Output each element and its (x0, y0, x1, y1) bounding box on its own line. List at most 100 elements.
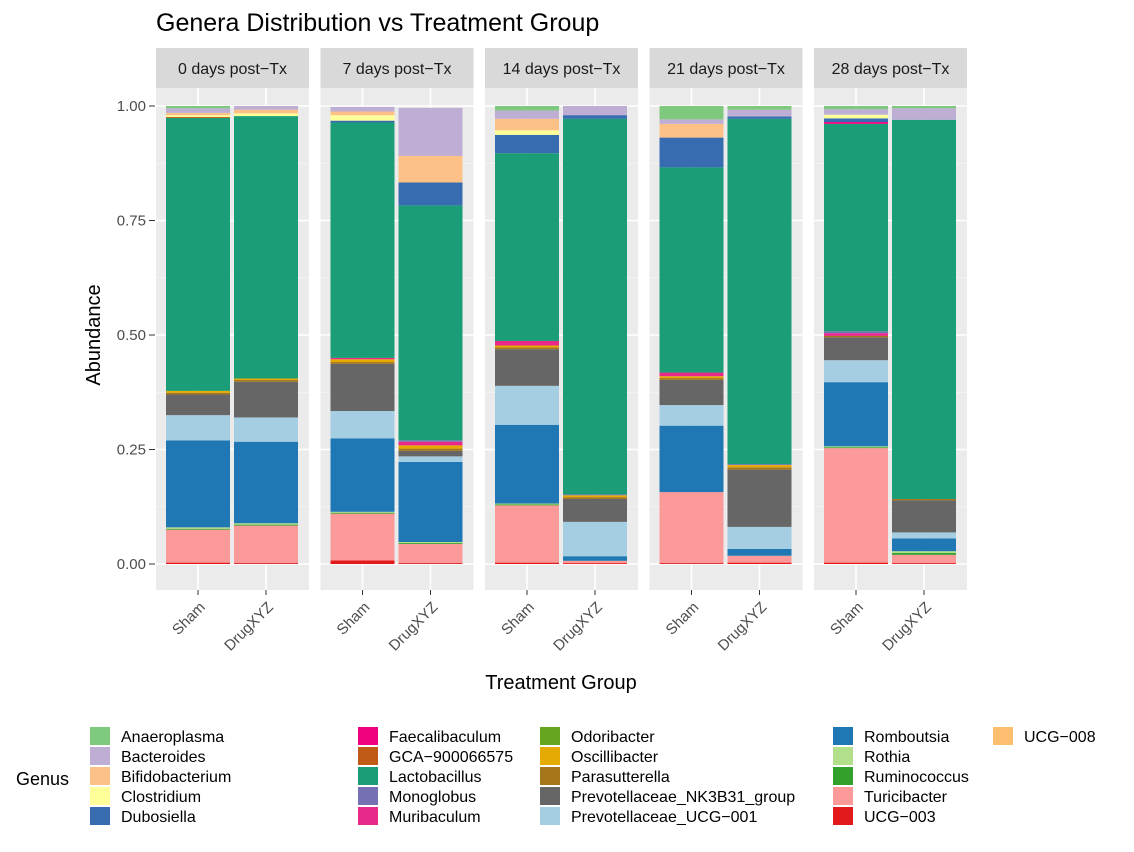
legend-swatch (540, 787, 560, 805)
bar-segment-bacteroides (398, 107, 463, 156)
bar-segment-oscillibacter (330, 359, 395, 363)
legend-swatch (358, 787, 378, 805)
bar-segment-ucg-003 (892, 563, 956, 564)
bar-segment-prevotellaceae-ucg-001 (824, 360, 888, 383)
legend-label: Bacteroides (121, 749, 206, 766)
bar-segment-parasutterella (495, 347, 559, 350)
bar-segment-anaeroplasma (495, 106, 559, 111)
bar-segment-ucg-003 (330, 560, 395, 564)
legend-label: Anaeroplasma (121, 729, 224, 746)
x-tick-label: Sham (334, 599, 374, 639)
legend-label: Romboutsia (864, 729, 949, 746)
legend-swatch (993, 727, 1013, 745)
bar-segment-romboutsia (398, 461, 463, 543)
facet-label: 0 days post−Tx (178, 61, 287, 78)
x-tick-label: DrugXYZ (715, 599, 771, 655)
legend-swatch (540, 747, 560, 765)
legend-label: Rothia (864, 749, 910, 766)
x-tick-label: Sham (169, 599, 209, 639)
x-tick-label: Sham (498, 599, 538, 639)
bar-segment-romboutsia (892, 538, 956, 552)
legend-item: Ruminococcus (833, 767, 969, 786)
legend-swatch (90, 727, 110, 745)
bar-segment-parasutterella (563, 497, 627, 499)
facet-panel: 21 days post−Tx Sham DrugXYZ (649, 48, 803, 655)
bar-segment-lactobacillus (398, 205, 463, 441)
facet-label: 7 days post−Tx (343, 61, 452, 78)
stacked-bar (659, 106, 724, 564)
bar-segment-monoglobus (824, 331, 888, 334)
bar-segment-bifidobacterium (330, 111, 395, 116)
bar-segment-oscillibacter (727, 465, 792, 468)
legend-swatch (358, 807, 378, 825)
bar-segment-prevotellaceae-nk3b31-group (659, 379, 724, 406)
legend-swatch (90, 807, 110, 825)
bar-segment-monoglobus (398, 440, 463, 442)
bar-segment-muribaculum (824, 333, 888, 336)
bar-segment-anaeroplasma (892, 106, 956, 109)
bar-segment-monoglobus (563, 494, 627, 496)
legend-label: Faecalibaculum (389, 729, 501, 746)
bar-segment-anaeroplasma (166, 106, 230, 109)
bar-segment-parasutterella (330, 362, 395, 364)
y-tick-label: 0.25 (117, 442, 146, 459)
legend-item: Muribaculum (358, 807, 481, 826)
bar-segment-dubosiella (495, 134, 559, 154)
bar-segment-romboutsia (234, 441, 298, 524)
bar-segment-lactobacillus (234, 116, 298, 379)
legend-swatch (833, 767, 853, 785)
bar-segment-faecalibaculum (824, 122, 888, 124)
legend-item: Parasutterella (540, 767, 670, 786)
bar-segment-clostridium (824, 114, 888, 119)
bar-segment-bacteroides (892, 108, 956, 120)
legend-title: Genus (16, 769, 69, 789)
legend-label: Prevotellaceae_UCG−001 (571, 809, 757, 826)
y-axis-title: Abundance (83, 284, 105, 385)
legend-swatch (540, 727, 560, 745)
bar-segment-bacteroides (563, 106, 627, 116)
bar-segment-prevotellaceae-ucg-001 (234, 417, 298, 442)
y-tick-label: 1.00 (117, 98, 146, 115)
x-axis-title: Treatment Group (485, 672, 637, 694)
facet-panel: 7 days post−Tx Sham DrugXYZ (320, 48, 474, 654)
bar-segment-parasutterella (234, 379, 298, 382)
bar-segment-turicibacter (330, 513, 395, 561)
bar-segment-clostridium (234, 113, 298, 117)
bar-segment-ucg-003 (727, 562, 792, 564)
legend-swatch (833, 787, 853, 805)
bar-segment-prevotellaceae-ucg-001 (892, 532, 956, 539)
bar-segment-parasutterella (727, 467, 792, 470)
y-axis: 0.00 0.25 0.50 0.75 1.00 (117, 98, 155, 573)
bar-segment-ruminococcus (330, 512, 395, 514)
bar-segment-oscillibacter (563, 495, 627, 498)
bar-segment-prevotellaceae-nk3b31-group (166, 394, 230, 416)
bar-segment-anaeroplasma (659, 106, 724, 120)
bar-segment-prevotellaceae-nk3b31-group (234, 381, 298, 418)
bar-segment-lactobacillus (563, 118, 627, 495)
legend-item: Clostridium (90, 787, 201, 806)
legend-item: Faecalibaculum (358, 727, 501, 746)
bar-segment-bifidobacterium (495, 118, 559, 131)
bar-segment-lactobacillus (727, 118, 792, 465)
bar-segment-prevotellaceae-ucg-001 (727, 526, 792, 549)
bar-segment-prevotellaceae-nk3b31-group (563, 498, 627, 522)
bar-segment-muribaculum (330, 357, 395, 360)
facet-strip (320, 48, 474, 88)
bar-segment-ucg-003 (495, 562, 559, 564)
legend-item: Lactobacillus (358, 767, 482, 786)
legend-item: Prevotellaceae_UCG−001 (540, 807, 757, 826)
bar-segment-oscillibacter (495, 345, 559, 348)
legend-item: Turicibacter (833, 787, 948, 806)
stacked-bar (166, 106, 230, 564)
legend-swatch (358, 727, 378, 745)
bar-segment-ucg-003 (563, 563, 627, 564)
bar-segment-prevotellaceae-nk3b31-group (824, 337, 888, 361)
bar-segment-prevotellaceae-ucg-001 (495, 385, 559, 425)
legend-label: Oscillibacter (571, 749, 659, 766)
legend-label: Prevotellaceae_NK3B31_group (571, 789, 795, 806)
bar-segment-lactobacillus (824, 123, 888, 332)
bar-segment-romboutsia (824, 382, 888, 447)
legend-label: Dubosiella (121, 809, 196, 826)
legend-label: Muribaculum (389, 809, 481, 826)
